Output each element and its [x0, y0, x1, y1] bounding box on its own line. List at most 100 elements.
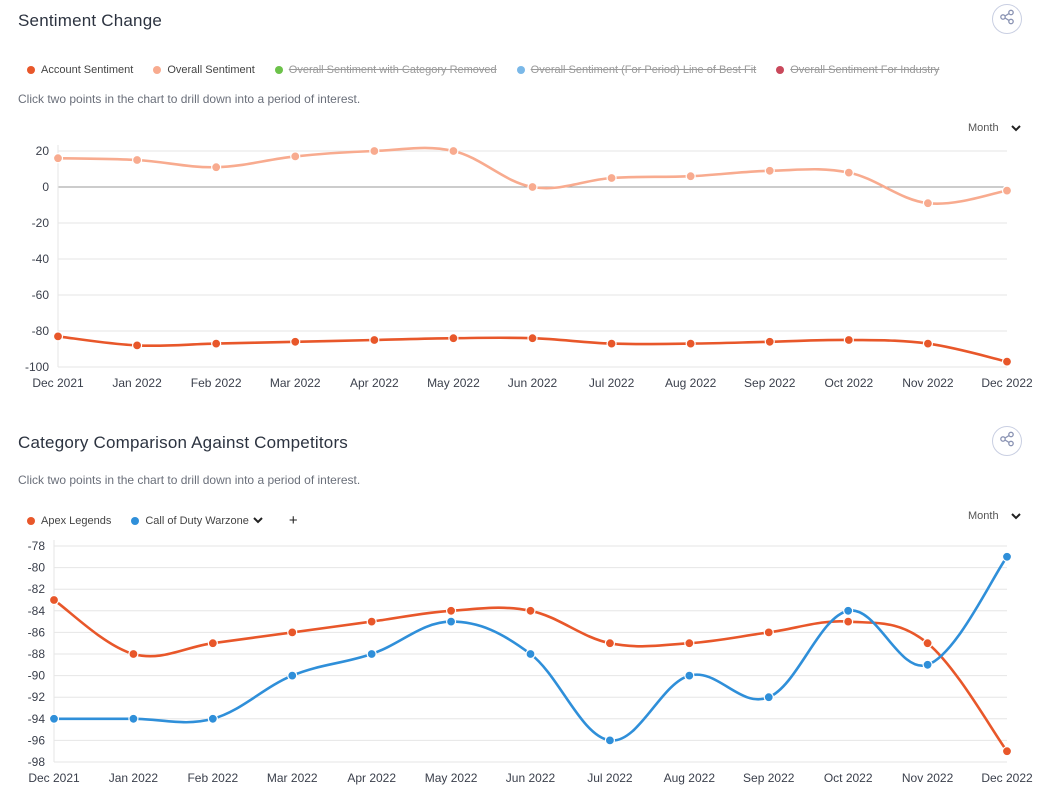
x-tick-label: Jul 2022: [589, 376, 635, 390]
data-point: [606, 172, 617, 184]
data-point: [843, 334, 854, 346]
data-point: [369, 334, 380, 346]
x-tick-label: Nov 2022: [902, 771, 954, 785]
data-point: [207, 638, 218, 649]
legend-dot: [274, 66, 283, 74]
period-dropdown[interactable]: Month: [968, 510, 1021, 522]
legend-item-call-of-duty-warzone[interactable]: Call of Duty Warzone: [131, 515, 263, 527]
data-point: [448, 145, 459, 157]
share-button[interactable]: [992, 4, 1022, 34]
series-line: [57, 146, 1008, 205]
x-tick-label: Sep 2022: [744, 376, 796, 390]
legend-dot: [27, 516, 35, 525]
x-tick-label: Jan 2022: [109, 771, 159, 785]
y-tick-label: -20: [32, 216, 50, 230]
y-tick-label: -100: [25, 360, 49, 374]
chart-legend: Account Sentiment Overall Sentiment Over…: [27, 64, 959, 76]
x-tick-label: Mar 2022: [270, 376, 321, 390]
x-tick-label: Dec 2021: [28, 771, 80, 785]
chevron-down-icon[interactable]: [253, 517, 263, 524]
data-point: [48, 713, 60, 724]
data-point: [207, 713, 218, 724]
data-point: [131, 340, 143, 351]
data-point: [1001, 185, 1013, 196]
share-icon: [999, 431, 1015, 452]
data-point: [128, 713, 139, 724]
period-label: Month: [968, 510, 999, 522]
y-tick-label: -96: [28, 733, 46, 747]
period-label: Month: [968, 122, 999, 134]
data-point: [287, 670, 298, 681]
data-point: [763, 692, 774, 703]
data-point: [290, 151, 301, 162]
data-point: [764, 165, 775, 176]
x-tick-label: Aug 2022: [665, 376, 717, 390]
data-point: [366, 648, 377, 660]
add-competitor-button[interactable]: +: [288, 512, 298, 529]
category-comparison-chart[interactable]: -78 -80 -82 -84 -86 -88 -90 -92 -94 -96 -98 Dec 202…: [0, 420, 1046, 797]
drilldown-hint: Click two points in the chart to drill d…: [18, 92, 361, 106]
legend-item-apex-legends[interactable]: Apex Legends: [27, 515, 111, 527]
x-tick-label: Sep 2022: [743, 771, 795, 785]
x-tick-label: Apr 2022: [350, 376, 399, 390]
data-point: [763, 627, 774, 638]
legend-item-account-sentiment[interactable]: Account Sentiment: [27, 64, 133, 76]
data-point: [445, 605, 457, 616]
data-point: [211, 162, 222, 173]
data-point: [922, 198, 934, 209]
chevron-down-icon: [1010, 512, 1021, 520]
legend-dot: [516, 66, 525, 74]
data-point: [606, 338, 617, 349]
data-point: [604, 735, 616, 746]
sentiment-change-chart[interactable]: 20 0 -20 -40 -60 -80 -100 Dec 2021 Jan 2022 Feb 2…: [0, 0, 1046, 400]
data-point: [685, 171, 696, 182]
share-button[interactable]: [992, 426, 1022, 456]
y-tick-label: -90: [28, 669, 46, 683]
y-tick-label: -40: [32, 252, 50, 266]
legend-dot: [153, 66, 162, 74]
legend-item-overall-sentiment[interactable]: Overall Sentiment: [153, 64, 255, 76]
y-tick-label: -60: [32, 288, 50, 302]
data-point: [922, 659, 933, 670]
data-point: [843, 167, 854, 178]
data-point: [527, 181, 538, 193]
data-point: [366, 616, 377, 627]
data-point: [290, 336, 301, 347]
data-point: [1001, 551, 1013, 562]
y-tick-label: 20: [36, 144, 50, 158]
data-point: [128, 648, 139, 660]
data-point: [211, 338, 222, 349]
legend-label: Apex Legends: [41, 514, 112, 527]
x-tick-label: Jun 2022: [508, 376, 558, 390]
data-point: [1001, 746, 1013, 757]
data-point: [684, 670, 695, 681]
x-tick-label: Nov 2022: [902, 376, 954, 390]
data-point: [131, 154, 143, 166]
legend-item-industry[interactable]: Overall Sentiment For Industry: [776, 64, 939, 76]
data-point: [52, 153, 64, 164]
y-tick-label: -98: [28, 755, 46, 769]
y-tick-label: -78: [28, 539, 46, 553]
data-point: [445, 616, 457, 627]
legend-item-line-of-best-fit[interactable]: Overall Sentiment (For Period) Line of B…: [516, 64, 757, 76]
legend-label: Overall Sentiment with Category Removed: [288, 64, 497, 76]
series-line: [53, 556, 1009, 742]
y-tick-label: -80: [28, 561, 46, 575]
chart-legend: Apex Legends Call of Duty Warzone +: [27, 512, 298, 529]
x-tick-label: Apr 2022: [347, 771, 396, 785]
data-point: [685, 338, 696, 349]
x-tick-label: Dec 2021: [32, 376, 84, 390]
x-tick-label: May 2022: [427, 376, 480, 390]
legend-item-category-removed[interactable]: Overall Sentiment with Category Removed: [274, 64, 497, 76]
period-dropdown[interactable]: Month: [968, 122, 1021, 134]
data-point: [604, 638, 616, 649]
y-tick-label: 0: [42, 180, 49, 194]
data-point: [48, 594, 60, 606]
drilldown-hint: Click two points in the chart to drill d…: [18, 473, 361, 487]
data-point: [843, 605, 854, 616]
x-tick-label: Dec 2022: [981, 771, 1033, 785]
legend-dot: [27, 66, 35, 74]
data-point: [922, 338, 934, 349]
legend-dot: [131, 516, 140, 525]
legend-label: Overall Sentiment (For Period) Line of B…: [530, 64, 757, 76]
